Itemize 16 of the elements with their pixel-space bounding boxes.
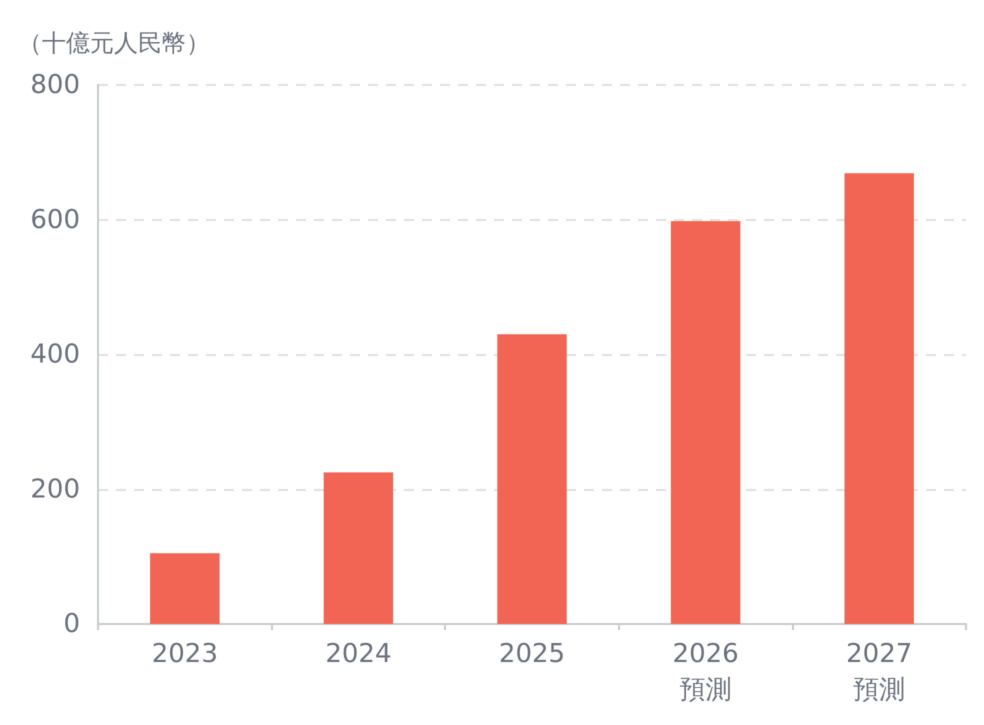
y-tick-label: 0 [63, 609, 80, 639]
bar [497, 334, 567, 624]
x-tick-label: 2024 [325, 639, 392, 669]
y-tick-label: 400 [30, 340, 80, 370]
bar [844, 173, 914, 624]
x-tick-label: 2027 預測 [846, 639, 912, 705]
y-tick-label: 800 [30, 70, 80, 100]
x-tick-label: 2023 [152, 639, 218, 669]
bar [324, 472, 394, 624]
x-tick-label: 2026 預測 [672, 639, 739, 705]
x-tick-label: 2025 [498, 639, 566, 669]
y-tick-label: 200 [30, 474, 80, 504]
bar [150, 553, 220, 624]
bar [670, 221, 740, 624]
y-axis-title: （十億元人民幣） [18, 29, 210, 57]
y-tick-label: 600 [30, 204, 80, 235]
